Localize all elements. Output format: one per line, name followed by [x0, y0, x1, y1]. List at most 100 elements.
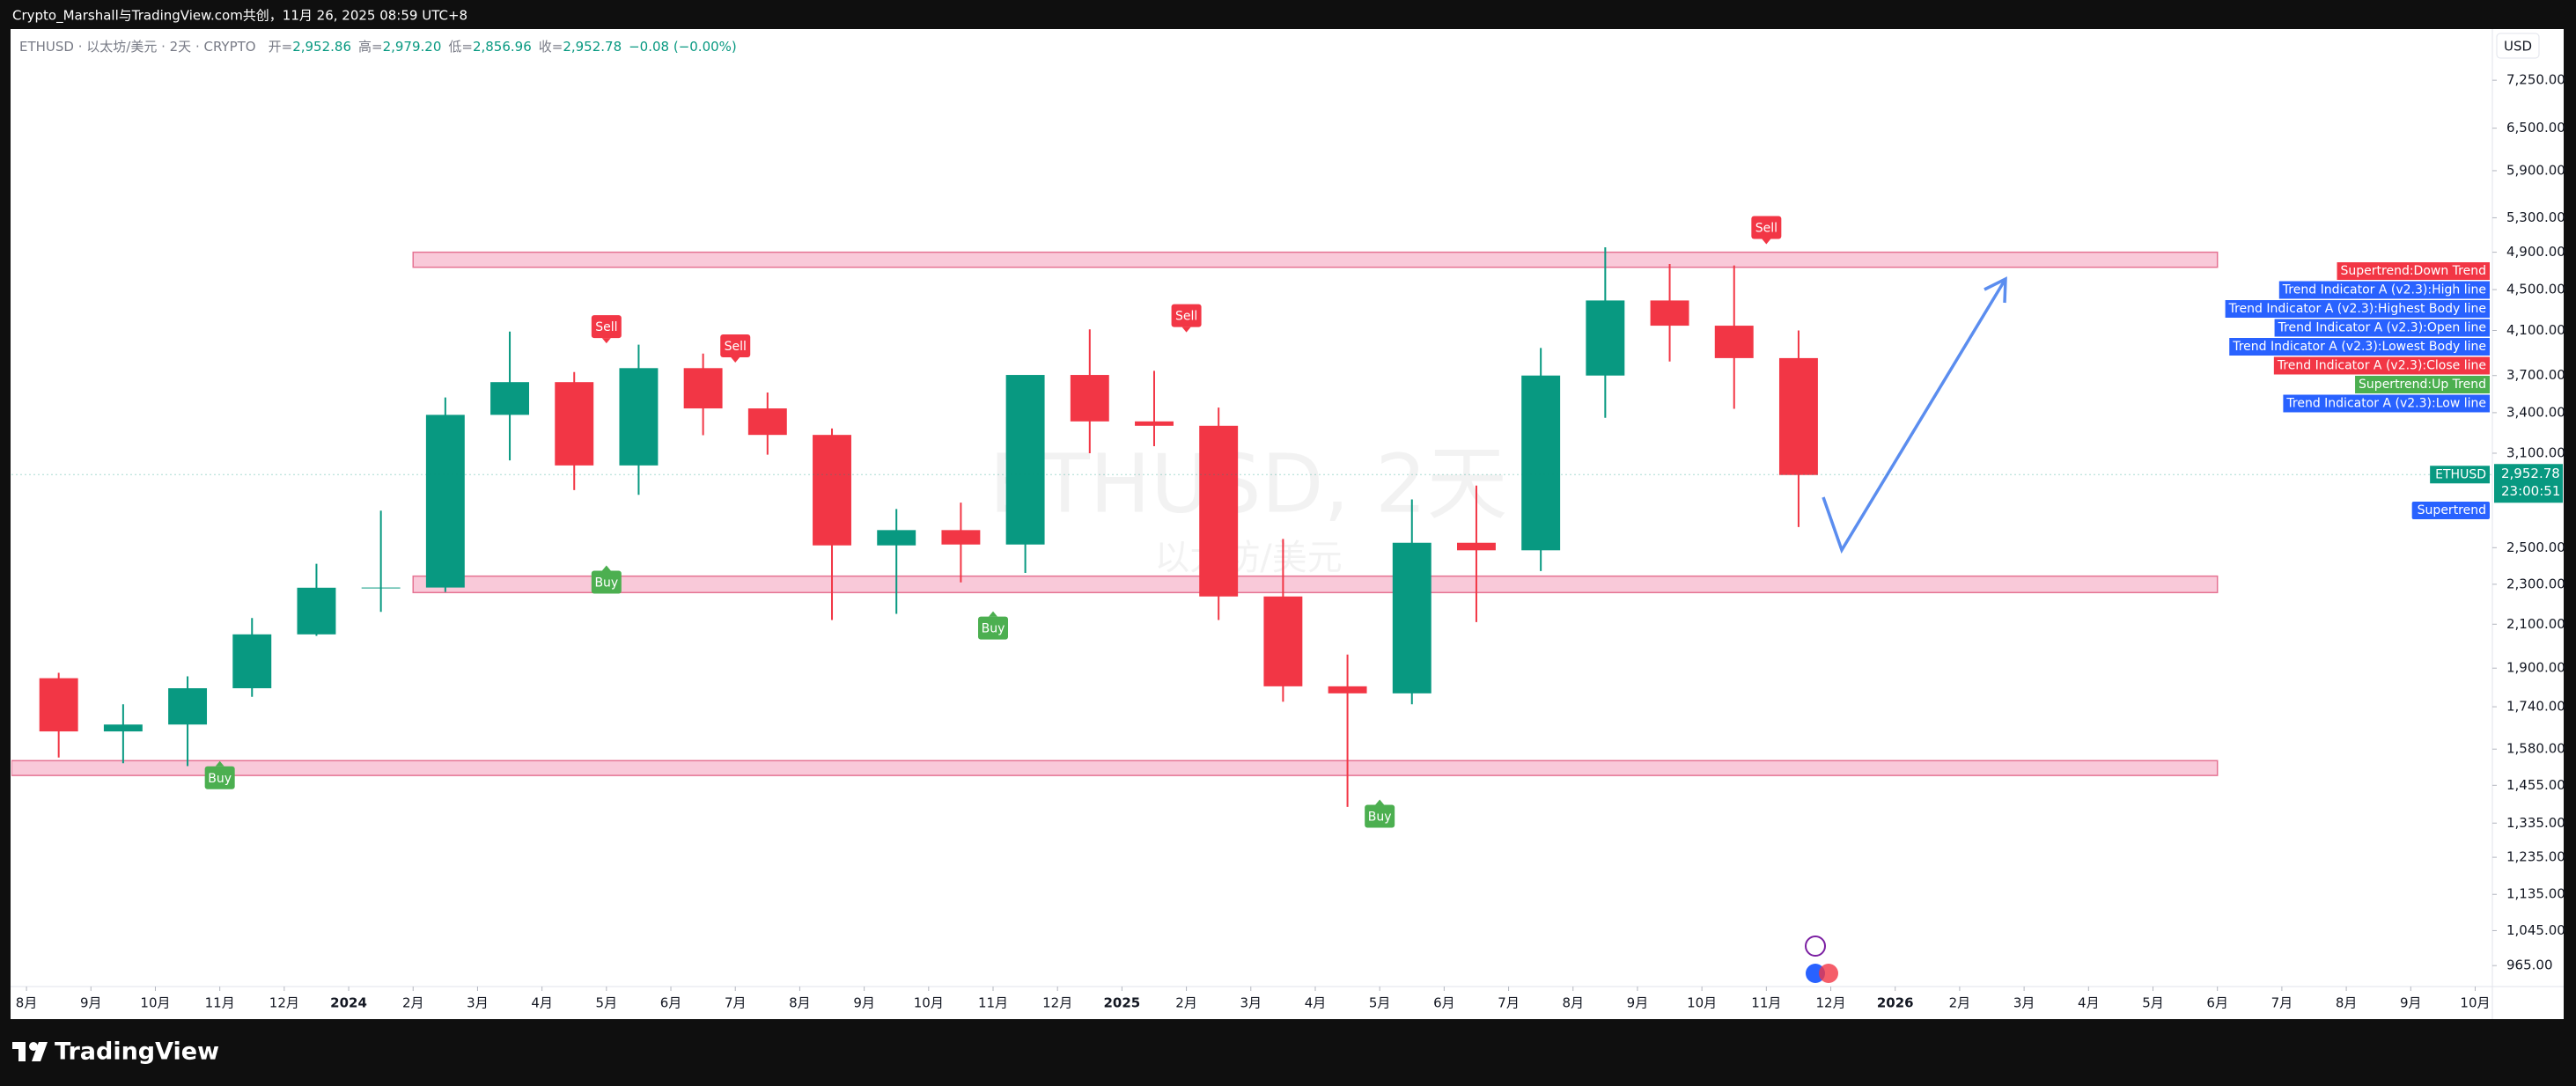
ohlc-key: 低=: [448, 39, 473, 55]
signal-pointer: [601, 565, 611, 571]
signal-label: Sell: [1175, 310, 1197, 324]
candle-body: [747, 408, 787, 436]
currency-box[interactable]: [2496, 33, 2540, 59]
candle-body: [361, 587, 401, 589]
signal: [1365, 804, 1395, 828]
event-icon[interactable]: [1805, 936, 1826, 957]
x-tick-label: 4月: [1305, 995, 1327, 1011]
ohlc-value: 2,979.20: [383, 39, 442, 55]
x-tick-label: 2月: [1175, 995, 1197, 1011]
ohlc-value: 2,952.86: [292, 39, 351, 55]
y-tick-label: 7,250.00: [2506, 72, 2565, 88]
x-tick-label: 11月: [978, 995, 1008, 1011]
x-tick-label: 5月: [596, 995, 618, 1011]
y-tick-label: 4,900.00: [2506, 244, 2565, 260]
indicator-label-bg: [2278, 281, 2490, 299]
countdown: 23:00:51: [2501, 483, 2560, 499]
price-tag: 2,952.78: [2501, 466, 2560, 481]
signal-pointer: [1375, 799, 1385, 805]
x-tick-label: 2月: [1949, 995, 1971, 1011]
signal-label: Buy: [1368, 810, 1392, 824]
candle-body: [813, 435, 851, 546]
signal-label: Buy: [208, 772, 232, 786]
symbol-tag-bg: [2430, 466, 2490, 484]
ohlc-value: 2,952.78: [563, 39, 622, 55]
ohlc-value: 2,856.96: [473, 39, 532, 55]
symbol-header: ETHUSD · 以太坊/美元 · 2天 · CRYPTO 开=2,952.86 高…: [19, 39, 737, 55]
ohlc-key: 收=: [539, 39, 563, 55]
candle-body: [425, 415, 465, 588]
y-tick-label: 3,400.00: [2506, 404, 2565, 420]
y-tick-label: 1,455.00: [2506, 777, 2565, 793]
candle-body: [232, 634, 272, 689]
candle-body: [1521, 375, 1561, 551]
x-tick-label: 2025: [1104, 995, 1141, 1011]
candle-body: [1199, 425, 1239, 597]
indicator-label: Trend Indicator A (v2.3):Open line: [2278, 321, 2486, 335]
signal-label: Sell: [1755, 222, 1777, 236]
zones: [11, 251, 2219, 776]
signal-pointer: [731, 357, 740, 363]
forecast-arrow: [1822, 276, 2007, 554]
y-tick-label: 1,580.00: [2506, 741, 2565, 757]
signal: [720, 334, 751, 358]
candle-body: [39, 678, 78, 732]
signal: [591, 315, 622, 339]
indicator-label: Trend Indicator A (v2.3):Close line: [2277, 359, 2486, 373]
x-tick-label: 2024: [330, 995, 367, 1011]
symbol-tag: ETHUSD: [2435, 467, 2486, 481]
indicator-label: Supertrend:Down Trend: [2341, 264, 2486, 278]
x-tick-label: 2月: [402, 995, 424, 1011]
indicator-label: Trend Indicator A (v2.3):High line: [2282, 283, 2486, 297]
indicator-label-bg: [2355, 376, 2490, 393]
candle-body: [1005, 375, 1045, 545]
indicator-label-bg: [2229, 338, 2490, 356]
y-tick-label: 6,500.00: [2506, 120, 2565, 136]
candles: [39, 247, 1818, 807]
x-tick-label: 9月: [1627, 995, 1649, 1011]
candle-body: [619, 368, 659, 466]
x-tick-label: 3月: [2013, 995, 2035, 1011]
event-icons: [1805, 936, 1838, 983]
x-tick-label: 3月: [467, 995, 489, 1011]
candle-body: [1457, 542, 1496, 551]
candle-body: [683, 368, 723, 409]
y-tick-label: 5,900.00: [2506, 162, 2565, 178]
x-tick-label: 11月: [205, 995, 235, 1011]
logo-part: [18, 1042, 26, 1061]
x-tick-label: 11月: [1751, 995, 1781, 1011]
ohlc-key: 开=: [269, 39, 293, 55]
x-tick-label: 12月: [269, 995, 299, 1011]
indicator-label: Supertrend:Up Trend: [2359, 378, 2486, 392]
arrow-head: [1984, 276, 2007, 304]
signal-pointer: [215, 760, 224, 767]
x-tick-label: 5月: [2142, 995, 2164, 1011]
supertrend-tag: Supertrend: [2418, 503, 2486, 517]
x-tick-label: 7月: [725, 995, 747, 1011]
candle-body: [1392, 542, 1432, 693]
watermark: ETHUSD, 2天: [989, 437, 1507, 531]
candle-body: [1714, 326, 1754, 358]
y-tick-label: 1,335.00: [2506, 815, 2565, 831]
signal-label: Buy: [594, 576, 618, 591]
signal-label: Buy: [982, 622, 1005, 636]
y-tick-label: 3,100.00: [2506, 444, 2565, 460]
event-icon[interactable]: [1819, 964, 1838, 983]
signal-label: Sell: [595, 320, 617, 334]
arrow-line: [1822, 278, 2007, 554]
candle-body: [490, 382, 529, 415]
indicator-label-bg: [2225, 300, 2490, 318]
x-tick-label: 8月: [789, 995, 811, 1011]
publisher: Crypto_Marshall与TradingView.com共创，11月 26…: [12, 8, 467, 25]
symbol: ETHUSD · 以太坊/美元 · 2天 · CRYPTO: [19, 39, 256, 55]
indicator-label: Trend Indicator A (v2.3):Low line: [2285, 397, 2486, 411]
price-tag-bg: [2494, 464, 2563, 503]
candle-body: [168, 688, 208, 725]
brand: TradingView: [55, 1038, 219, 1066]
y-tick-label: 1,235.00: [2506, 849, 2565, 865]
candle-body: [555, 382, 594, 466]
x-tick-label: 6月: [1433, 995, 1455, 1011]
x-tick-label: 12月: [1042, 995, 1072, 1011]
zone: [11, 759, 2219, 776]
y-tick-label: 2,500.00: [2506, 539, 2565, 555]
